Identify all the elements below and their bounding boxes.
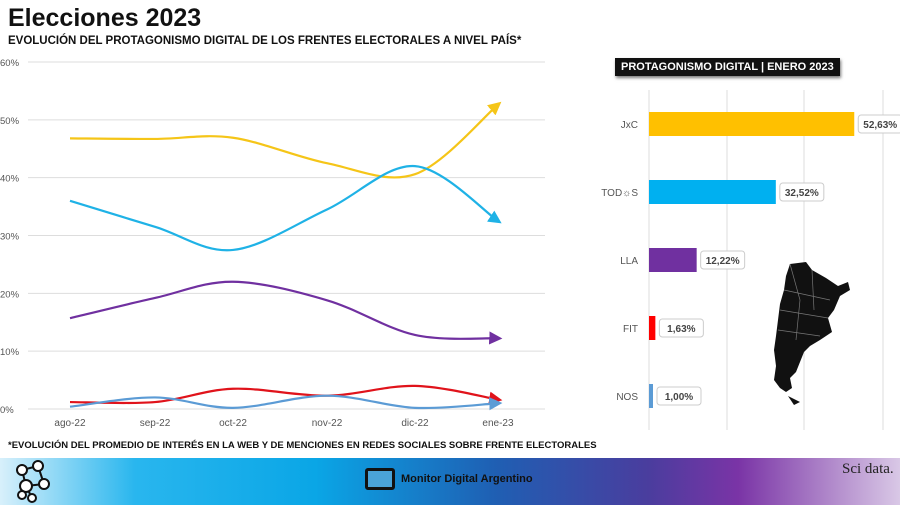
series-line: [69, 384, 503, 405]
bar: [649, 316, 656, 340]
bar: [649, 248, 697, 272]
argentina-map: [774, 262, 850, 405]
x-tick-label: sep-22: [140, 418, 171, 429]
data-label-box: [857, 114, 900, 134]
data-label: 52,63%: [863, 120, 897, 131]
bar-category-label: NOS: [616, 392, 638, 403]
charts: 0% 10% 20% 30% 40% 50% 60% ago-22 sep-22 oct-22 no…: [0, 58, 900, 430]
monitor-icon: [365, 468, 395, 490]
y-tick-label: 30%: [0, 232, 20, 243]
monitor-digital-logo: Monitor Digital Argentino: [365, 468, 533, 490]
scidata-logo: Sci data.: [842, 461, 894, 477]
x-tick-label: nov-22: [312, 418, 343, 429]
page-title: Elecciones 2023: [8, 4, 202, 32]
footnote: *EVOLUCIÓN DEL PROMEDIO DE INTERÉS EN LA…: [8, 440, 597, 451]
page-subtitle: EVOLUCIÓN DEL PROTAGONISMO DIGITAL DE LO…: [8, 35, 522, 47]
y-tick-label: 60%: [0, 58, 20, 69]
data-label-box: [656, 386, 702, 406]
x-tick-label: ago-22: [54, 418, 86, 429]
footer-band: [0, 458, 900, 505]
bar-chart-title: PROTAGONISMO DIGITAL | ENERO 2023: [615, 58, 840, 76]
data-label: 1,00%: [665, 392, 693, 403]
bar: [649, 180, 776, 204]
monitor-digital-label: Monitor Digital Argentino: [401, 473, 533, 485]
network-people-icon: [16, 460, 50, 503]
data-label: 1,63%: [667, 324, 695, 335]
series-line: [69, 101, 502, 179]
data-label-box: [700, 250, 746, 270]
y-tick-label: 0%: [0, 405, 14, 416]
y-tick-label: 40%: [0, 174, 20, 185]
x-tick-label: dic-22: [401, 418, 429, 429]
data-label: 12,22%: [706, 256, 740, 267]
bar: [649, 112, 855, 136]
y-tick-label: 50%: [0, 116, 20, 127]
data-label-box: [658, 318, 704, 338]
bar-category-label: TOD☼S: [601, 188, 638, 199]
series-line: [69, 394, 503, 411]
series-line: [69, 280, 503, 345]
bar: [649, 384, 653, 408]
data-label-box: [779, 182, 825, 202]
x-tick-label: oct-22: [219, 418, 247, 429]
x-tick-label: ene-23: [482, 418, 514, 429]
data-label: 32,52%: [785, 188, 819, 199]
bar-category-label: JxC: [621, 120, 638, 131]
y-tick-label: 10%: [0, 347, 20, 358]
series-line: [69, 164, 502, 252]
y-tick-label: 20%: [0, 289, 20, 300]
bar-category-label: LLA: [620, 256, 638, 267]
bar-category-label: FIT: [623, 324, 638, 335]
